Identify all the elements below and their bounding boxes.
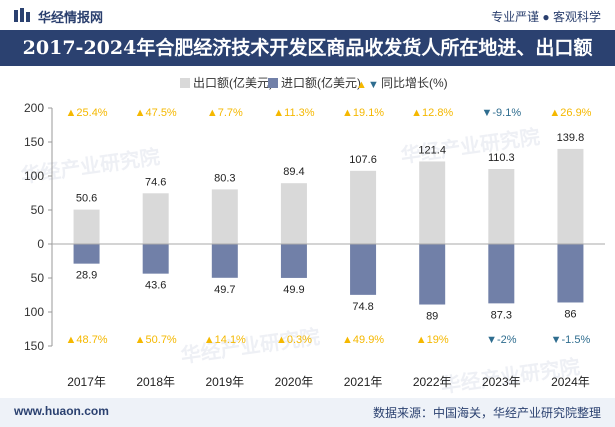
import-value-label: 87.3 — [491, 309, 512, 321]
y-tick-label: 100 — [24, 169, 44, 183]
y-tick-label: 150 — [24, 339, 44, 353]
export-growth-label: ▲19.1% — [342, 107, 384, 119]
bars: 50.6 28.9 74.6 43.6 80.3 49.7 89.4 49.9 107.6 74.… — [52, 132, 605, 323]
export-growth-label: ▲12.8% — [411, 107, 453, 119]
import-growth-label: ▲49.9% — [342, 334, 384, 346]
x-tick-label: 2018年 — [136, 375, 175, 389]
y-tick-label: 0 — [37, 237, 44, 251]
top-bar: 华经情报网 专业严谨 ● 客观科学 — [0, 0, 615, 30]
import-growth-label: ▲48.7% — [66, 334, 108, 346]
x-tick-label: 2021年 — [344, 375, 383, 389]
export-bar — [350, 170, 377, 244]
brand-name: 华经情报网 — [38, 10, 104, 25]
import-value-label: 74.8 — [352, 301, 373, 313]
data-source: 数据来源：中国海关，华经产业研究院整理 — [372, 406, 601, 420]
growth-labels: ▲25.4% ▲48.7% ▲47.5% ▲50.7% ▲7.7% ▲14.1% ▲11.3… — [66, 107, 592, 346]
y-tick-label: 50 — [31, 203, 45, 217]
x-tick-label: 2017年 — [67, 375, 106, 389]
legend-import-swatch — [268, 78, 278, 88]
tagline: 专业严谨 ● 客观科学 — [491, 10, 601, 24]
x-axis: 2017年 2018年 2019年 2020年 2021年 2022年 2023年 2024年 — [67, 375, 590, 389]
import-growth-label: ▲19% — [416, 334, 449, 346]
y-axis: 200 150 100 50 0 50 100 150 — [24, 101, 53, 353]
export-bar — [557, 148, 584, 244]
x-tick-label: 2022年 — [413, 375, 452, 389]
import-bar — [280, 244, 307, 278]
export-value-label: 74.6 — [145, 176, 166, 188]
import-value-label: 28.9 — [76, 270, 97, 282]
export-bar — [211, 189, 238, 244]
export-bar — [488, 168, 515, 244]
export-growth-label: ▲7.7% — [207, 107, 243, 119]
import-value-label: 49.7 — [214, 284, 235, 296]
export-value-label: 139.8 — [557, 132, 585, 144]
export-growth-label: ▲25.4% — [66, 107, 108, 119]
x-tick-label: 2020年 — [275, 375, 314, 389]
export-value-label: 107.6 — [349, 154, 377, 166]
import-bar — [488, 244, 515, 304]
y-tick-label: 50 — [31, 271, 45, 285]
import-bar — [211, 244, 238, 278]
import-growth-label: ▲50.7% — [135, 334, 177, 346]
y-tick-label: 200 — [24, 101, 44, 115]
export-value-label: 80.3 — [214, 172, 235, 184]
legend-export-swatch — [180, 78, 190, 88]
x-tick-label: 2024年 — [551, 375, 590, 389]
export-value-label: 50.6 — [76, 193, 97, 205]
export-bar — [280, 183, 307, 244]
import-value-label: 89 — [426, 311, 438, 323]
export-bar — [142, 193, 169, 244]
import-bar — [73, 244, 100, 264]
import-value-label: 43.6 — [145, 280, 166, 292]
legend-down-icon: ▼ — [368, 79, 379, 91]
import-bar — [557, 244, 584, 303]
y-tick-label: 100 — [24, 305, 44, 319]
export-value-label: 121.4 — [418, 144, 446, 156]
export-bar — [419, 161, 446, 244]
import-bar — [419, 244, 446, 305]
legend-growth-label: 同比增长(%) — [381, 76, 448, 90]
import-bar — [142, 244, 169, 274]
export-growth-label: ▼-9.1% — [482, 107, 522, 119]
export-growth-label: ▲11.3% — [273, 107, 314, 119]
export-value-label: 89.4 — [283, 166, 304, 178]
chart: 出口额(亿美元) 进口额(亿美元)▲ ▼ 同比增长(%) 200 150 100 50 0 50… — [24, 75, 605, 389]
import-value-label: 49.9 — [283, 284, 304, 296]
x-tick-label: 2023年 — [482, 375, 521, 389]
export-growth-label: ▲26.9% — [549, 107, 591, 119]
legend: 出口额(亿美元) 进口额(亿美元)▲ ▼ 同比增长(%) — [180, 75, 448, 91]
import-growth-label: ▲0.3% — [276, 334, 312, 346]
y-tick-label: 150 — [24, 135, 44, 149]
legend-up-icon: ▲ — [356, 79, 367, 91]
title-bar: 2017-2024年合肥经济技术开发区商品收发货人所在地进、出口额 — [0, 30, 615, 66]
logo-icon — [14, 8, 30, 22]
legend-import-label: 进口额(亿美元) — [281, 75, 361, 90]
legend-export-label: 出口额(亿美元) — [193, 75, 273, 90]
export-bar — [73, 209, 100, 244]
x-tick-label: 2019年 — [205, 375, 244, 389]
import-growth-label: ▼-1.5% — [551, 334, 591, 346]
import-growth-label: ▼-2% — [486, 334, 517, 346]
chart-title: 2017-2024年合肥经济技术开发区商品收发货人所在地进、出口额 — [22, 37, 593, 59]
export-value-label: 110.3 — [488, 152, 515, 164]
import-bar — [350, 244, 377, 295]
import-growth-label: ▲14.1% — [204, 334, 246, 346]
site-url[interactable]: www.huaon.com — [14, 404, 109, 418]
import-value-label: 86 — [564, 308, 576, 320]
export-growth-label: ▲47.5% — [135, 107, 177, 119]
footer: www.huaon.com 数据来源：中国海关，华经产业研究院整理 — [0, 398, 615, 427]
